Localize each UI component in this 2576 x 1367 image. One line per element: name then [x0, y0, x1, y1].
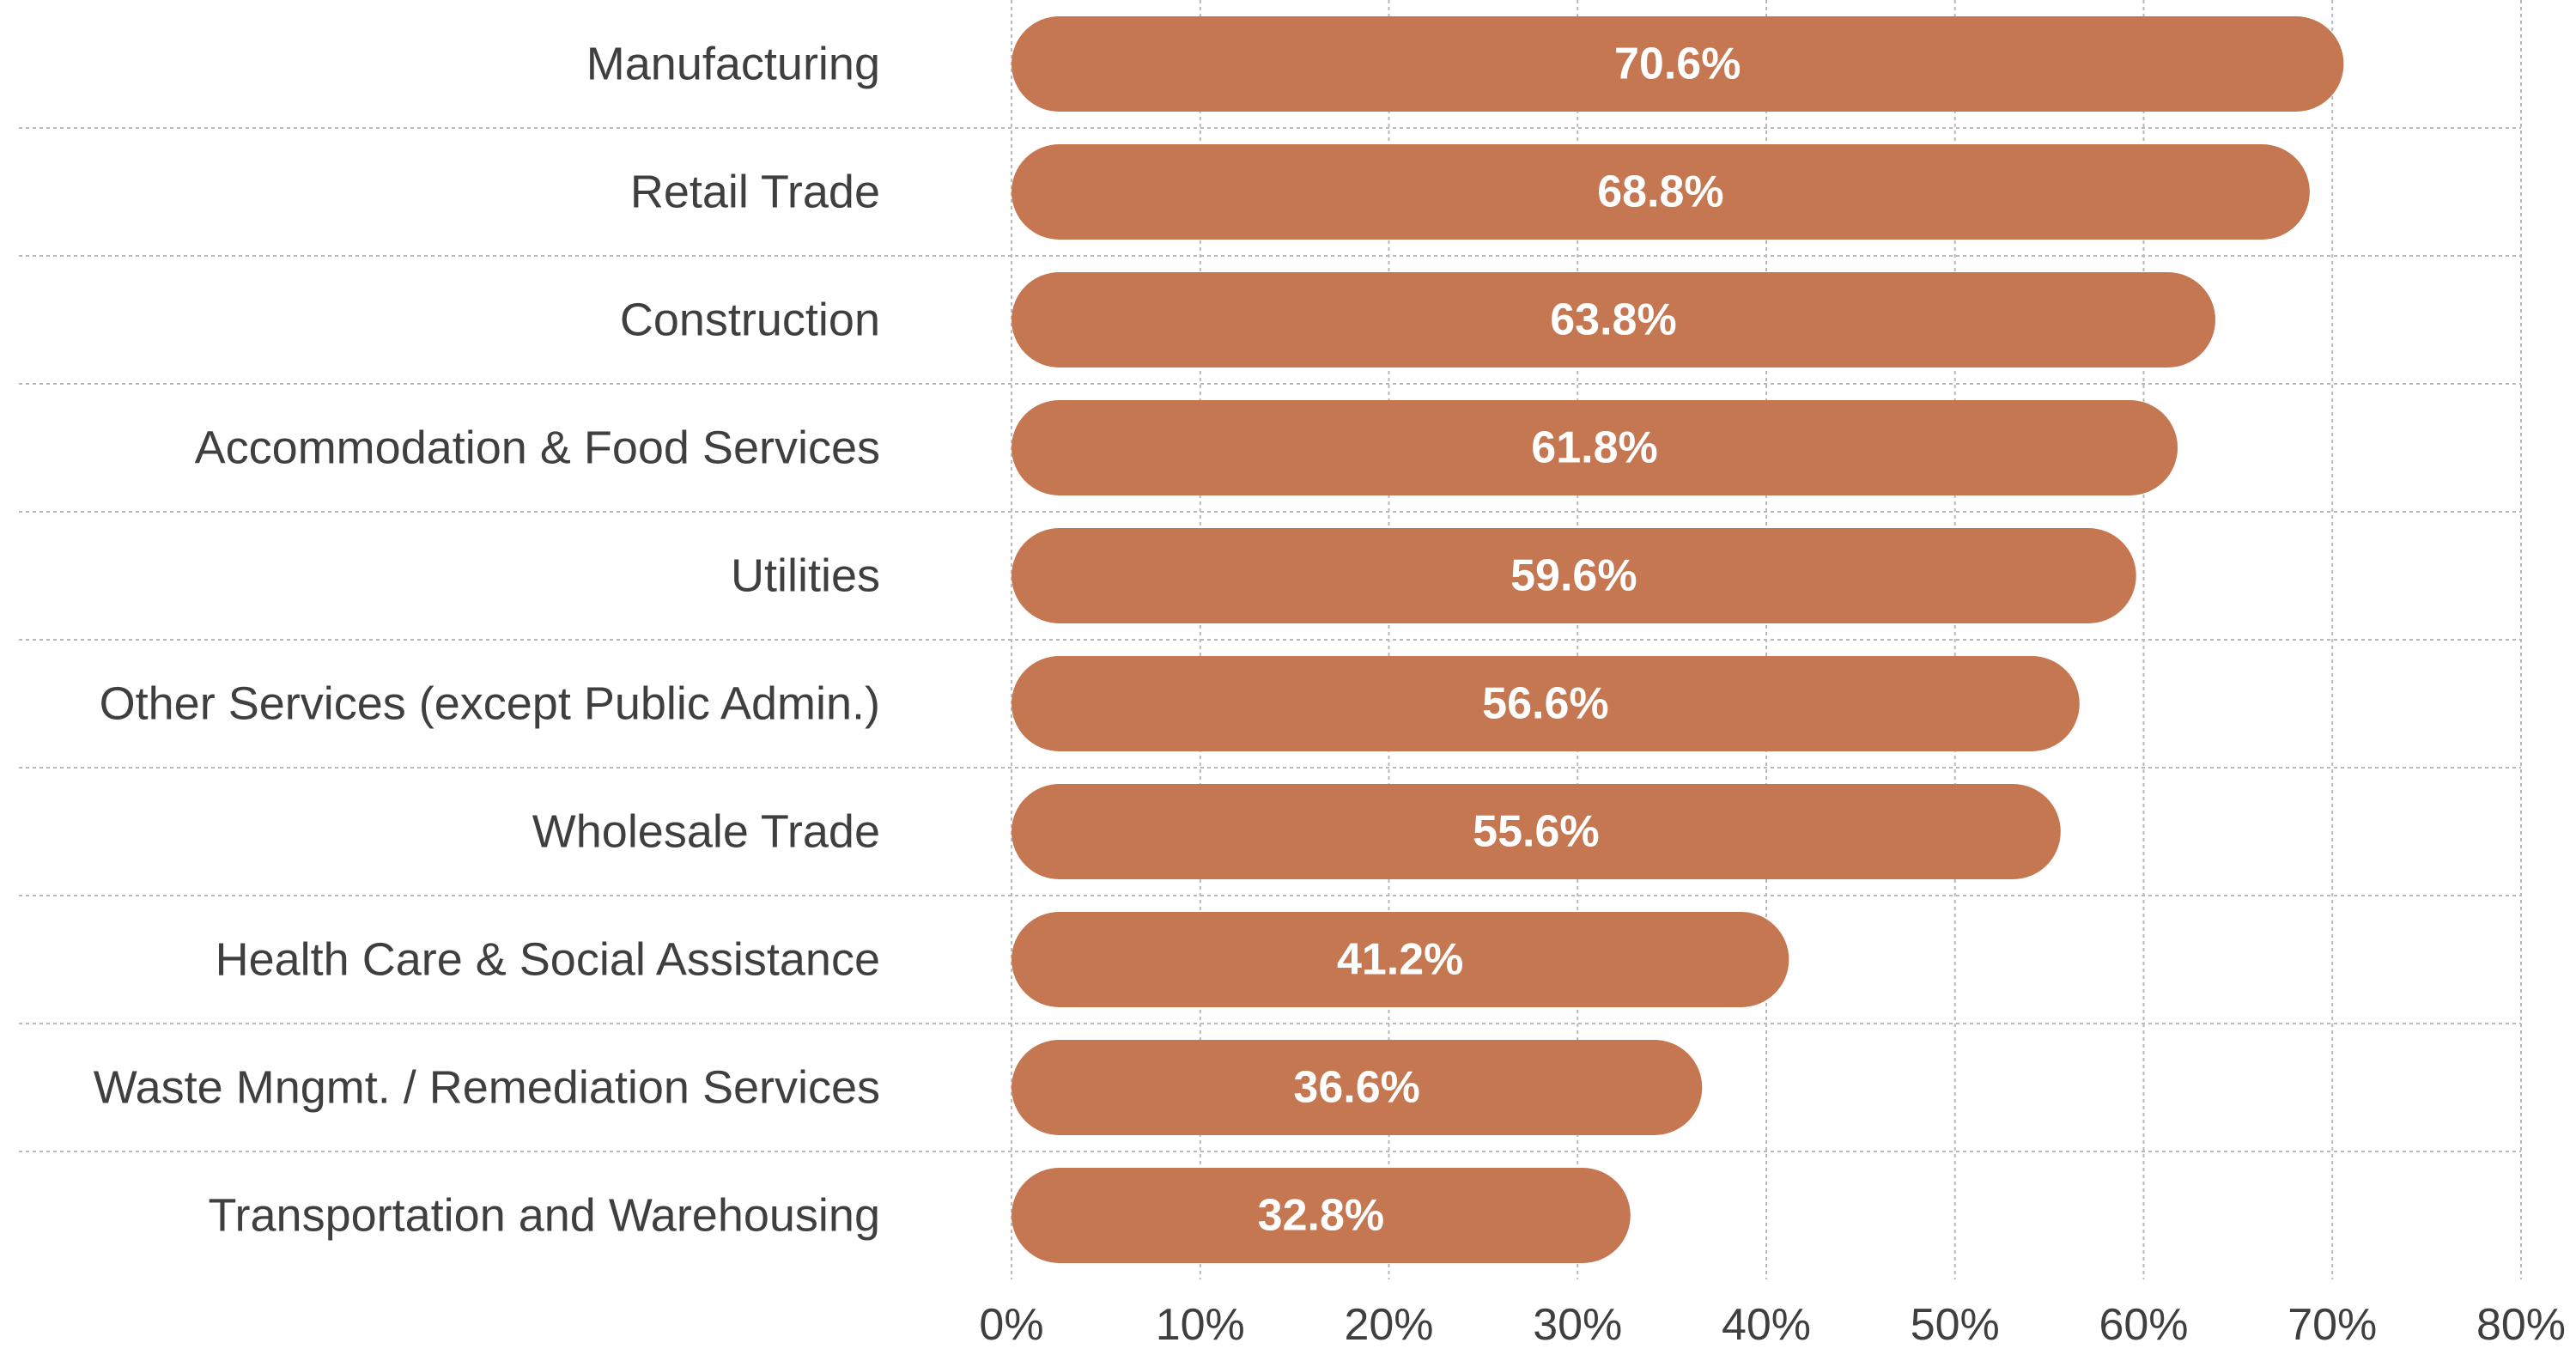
x-tick-label-10: 10%: [1156, 1300, 1245, 1350]
value-label-1: 68.8%: [1597, 167, 1723, 217]
x-tick-label-50: 50%: [1911, 1300, 2000, 1350]
category-label-2: Construction: [620, 295, 880, 346]
x-tick-label-40: 40%: [1722, 1300, 1811, 1350]
bar-6: [1012, 784, 2061, 879]
value-label-5: 56.6%: [1482, 679, 1608, 729]
x-axis-tick-labels: 0% 10% 20% 30% 40% 50% 60% 70% 80%: [979, 1300, 2566, 1350]
x-tick-label-60: 60%: [2099, 1300, 2188, 1350]
value-labels: 70.6% 68.8% 63.8% 61.8% 59.6% 56.6% 55.6% 41.2%…: [1258, 39, 1741, 1241]
category-label-5: Other Services (except Public Admin.): [100, 678, 880, 730]
bar-9: [1012, 1168, 1631, 1263]
value-label-0: 70.6%: [1614, 39, 1741, 89]
bar-5: [1012, 656, 2080, 751]
bar-3: [1012, 400, 2178, 495]
bar-7: [1012, 912, 1789, 1007]
category-label-7: Health Care & Social Assistance: [216, 934, 880, 986]
row-separators: [19, 127, 2521, 1152]
value-label-4: 59.6%: [1510, 551, 1637, 601]
value-label-3: 61.8%: [1531, 423, 1657, 473]
x-tick-label-80: 80%: [2476, 1300, 2566, 1350]
category-label-4: Utilities: [731, 550, 880, 602]
x-tick-label-0: 0%: [979, 1300, 1043, 1350]
bars: [1012, 16, 2344, 1263]
bar-8: [1012, 1040, 1703, 1135]
category-labels: Manufacturing Retail Trade Construction Acc…: [94, 39, 880, 1242]
bar-0: [1012, 16, 2344, 112]
bar-4: [1012, 528, 2136, 623]
value-label-8: 36.6%: [1293, 1063, 1419, 1113]
category-label-6: Wholesale Trade: [532, 806, 880, 858]
value-label-2: 63.8%: [1550, 295, 1676, 345]
x-tick-label-30: 30%: [1533, 1300, 1622, 1350]
value-label-9: 32.8%: [1258, 1191, 1384, 1241]
value-label-6: 55.6%: [1473, 807, 1599, 857]
value-label-7: 41.2%: [1337, 935, 1463, 985]
bar-1: [1012, 144, 2310, 240]
category-label-0: Manufacturing: [586, 39, 880, 90]
category-label-9: Transportation and Warehousing: [209, 1190, 880, 1242]
x-tick-label-20: 20%: [1344, 1300, 1433, 1350]
category-label-3: Accommodation & Food Services: [195, 422, 880, 474]
category-label-8: Waste Mngmt. / Remediation Services: [94, 1062, 880, 1114]
bar-2: [1012, 272, 2216, 368]
x-tick-label-70: 70%: [2287, 1300, 2377, 1350]
category-label-1: Retail Trade: [630, 167, 880, 218]
